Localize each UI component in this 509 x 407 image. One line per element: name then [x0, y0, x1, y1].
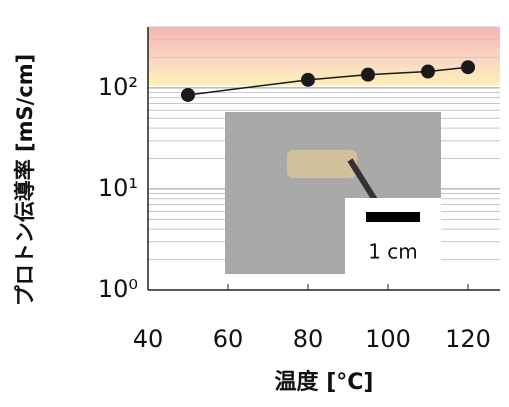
- x-tick-label: 60: [213, 325, 244, 353]
- data-point: [301, 73, 315, 87]
- inset-label: 1 cm: [368, 240, 418, 264]
- data-point: [461, 60, 475, 74]
- x-axis-label: 温度 [°C]: [275, 369, 374, 395]
- chart: プロトン伝導率 [mS/cm] 温度 [°C] 10⁰ 10¹ 10² 1 cm 40 6…: [0, 0, 509, 403]
- y-tick-label: 10⁰: [98, 275, 138, 303]
- highlight-band: [148, 27, 500, 86]
- scale-bar: [366, 212, 420, 222]
- y-axis-label: プロトン伝導率 [mS/cm]: [13, 54, 37, 307]
- sample: [287, 150, 357, 178]
- data-point: [181, 88, 195, 102]
- x-tick-label: 100: [365, 325, 411, 353]
- x-tick-label: 40: [133, 325, 164, 353]
- x-tick-label: 80: [293, 325, 324, 353]
- x-tick-label: 120: [445, 325, 491, 353]
- data-point: [421, 65, 435, 79]
- y-tick-label: 10¹: [98, 174, 138, 202]
- data-point: [361, 68, 375, 82]
- y-tick-label: 10²: [98, 73, 138, 101]
